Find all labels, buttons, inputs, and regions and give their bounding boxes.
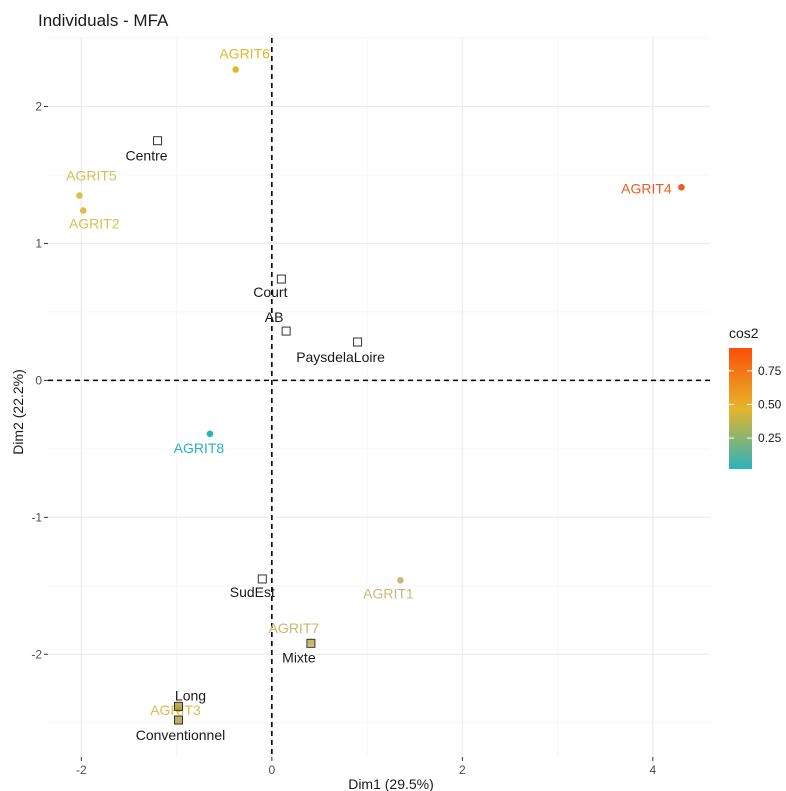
x-tick-label: 2 bbox=[459, 763, 466, 777]
legend: cos2 0.25 0.50 0.75 bbox=[729, 325, 782, 469]
y-axis: -2 -1 0 1 2 bbox=[31, 99, 48, 661]
supplementary-point bbox=[173, 701, 183, 711]
x-axis-title: Dim1 (29.5%) bbox=[348, 776, 434, 791]
individual-point bbox=[678, 183, 685, 191]
individual-label: AGRIT6 bbox=[219, 45, 270, 61]
individual-point bbox=[206, 430, 214, 438]
supplementary-label: PaysdelaLoire bbox=[296, 349, 385, 365]
supplementary-point bbox=[276, 274, 286, 284]
individual-label: AGRIT2 bbox=[69, 216, 120, 232]
legend-tick-label: 0.25 bbox=[758, 431, 782, 445]
legend-tick-label: 0.50 bbox=[758, 397, 782, 411]
y-tick-label: 0 bbox=[35, 373, 42, 387]
y-tick-label: -2 bbox=[31, 647, 42, 661]
supplementary-point bbox=[281, 326, 291, 336]
individual-point bbox=[232, 66, 239, 73]
supplementary-label: SudEst bbox=[230, 584, 275, 600]
individual-point bbox=[397, 577, 404, 584]
supplementary-label: Conventionnel bbox=[136, 727, 226, 743]
y-axis-title: Dim2 (22.2%) bbox=[10, 369, 26, 455]
supplementary-point bbox=[306, 638, 316, 648]
supplementary-point bbox=[173, 715, 183, 725]
reference-lines bbox=[48, 38, 710, 757]
individual-label: AGRIT8 bbox=[174, 440, 225, 456]
individual-label: AGRIT1 bbox=[363, 585, 414, 601]
y-tick-label: -1 bbox=[31, 510, 42, 524]
individual-label: AGRIT7 bbox=[269, 620, 320, 636]
supplementary-label: AB bbox=[265, 309, 284, 325]
data-points: AGRIT6 AGRIT5 AGRIT2 AGRIT4 AGRIT8 AGRIT1 AGRI… bbox=[66, 45, 685, 743]
x-tick-label: 4 bbox=[650, 763, 657, 777]
supplementary-label: Mixte bbox=[282, 649, 316, 665]
supplementary-point bbox=[153, 136, 163, 146]
individual-point bbox=[79, 207, 87, 214]
y-tick-label: 2 bbox=[35, 99, 42, 113]
grid bbox=[48, 37, 710, 757]
supplementary-label: Court bbox=[253, 284, 287, 300]
legend-colorbar bbox=[729, 348, 752, 469]
legend-tick-label: 0.75 bbox=[758, 364, 782, 378]
x-axis: -2 0 2 4 bbox=[76, 757, 657, 777]
legend-title: cos2 bbox=[729, 325, 759, 341]
individual-point bbox=[76, 192, 83, 199]
y-tick-label: 1 bbox=[35, 236, 42, 250]
individual-label: AGRIT5 bbox=[66, 167, 117, 183]
x-tick-label: 0 bbox=[268, 763, 275, 777]
supplementary-point bbox=[257, 574, 267, 584]
supplementary-label: Long bbox=[175, 687, 206, 703]
chart-title: Individuals - MFA bbox=[38, 11, 169, 30]
supplementary-label: Centre bbox=[126, 148, 168, 164]
supplementary-point bbox=[353, 337, 363, 347]
x-tick-label: -2 bbox=[76, 763, 87, 777]
individual-label: AGRIT4 bbox=[621, 180, 672, 196]
